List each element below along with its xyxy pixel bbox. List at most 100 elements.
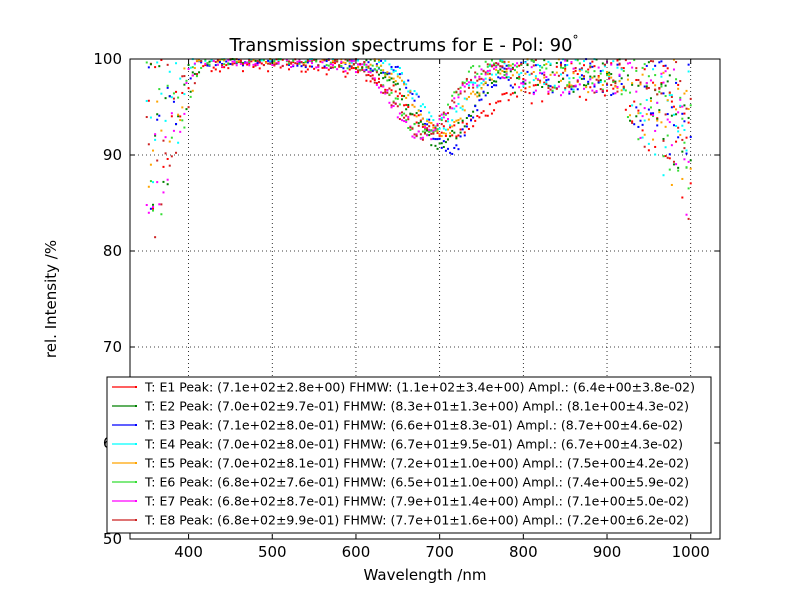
data-point bbox=[440, 142, 443, 145]
data-point bbox=[315, 60, 318, 63]
data-point bbox=[294, 62, 297, 65]
data-point bbox=[444, 128, 447, 131]
legend-marker bbox=[135, 443, 137, 445]
data-point bbox=[382, 84, 385, 87]
x-tick-label: 700 bbox=[425, 543, 454, 561]
data-point bbox=[507, 60, 510, 63]
data-point bbox=[386, 89, 389, 92]
data-point bbox=[520, 62, 523, 65]
data-point bbox=[631, 82, 634, 85]
data-point bbox=[589, 75, 592, 78]
data-point bbox=[306, 59, 309, 62]
data-point bbox=[432, 129, 435, 132]
data-point bbox=[158, 88, 161, 91]
data-point bbox=[585, 70, 588, 73]
data-point bbox=[200, 66, 203, 69]
data-point bbox=[675, 61, 678, 64]
data-point bbox=[350, 60, 353, 63]
data-point bbox=[398, 118, 401, 121]
data-point bbox=[549, 62, 552, 65]
data-point bbox=[438, 134, 441, 137]
data-point bbox=[382, 85, 385, 88]
data-point bbox=[629, 91, 632, 94]
data-point bbox=[407, 94, 410, 97]
data-point bbox=[428, 118, 431, 121]
data-point bbox=[566, 59, 569, 62]
data-point bbox=[518, 73, 521, 76]
data-point bbox=[229, 58, 232, 61]
data-point bbox=[522, 85, 525, 88]
data-point bbox=[156, 159, 159, 162]
data-point bbox=[472, 83, 475, 86]
data-point bbox=[185, 79, 188, 82]
data-point bbox=[578, 68, 581, 71]
data-point bbox=[394, 80, 397, 83]
data-point bbox=[319, 60, 322, 63]
data-point bbox=[302, 63, 305, 66]
data-point bbox=[660, 92, 663, 95]
data-point bbox=[559, 66, 562, 69]
data-point bbox=[152, 203, 155, 206]
data-point bbox=[610, 76, 613, 79]
data-point bbox=[647, 118, 650, 121]
data-point bbox=[662, 137, 665, 140]
data-point bbox=[687, 116, 690, 119]
data-point bbox=[432, 126, 435, 129]
data-point bbox=[532, 79, 535, 82]
data-point bbox=[436, 147, 439, 150]
data-point bbox=[608, 75, 611, 78]
data-point bbox=[415, 134, 418, 137]
data-point bbox=[606, 82, 609, 85]
data-point bbox=[656, 118, 659, 121]
data-point bbox=[570, 62, 573, 65]
data-point bbox=[375, 82, 378, 85]
data-point bbox=[610, 63, 613, 66]
data-point bbox=[672, 124, 675, 127]
data-point bbox=[260, 62, 263, 65]
data-point bbox=[503, 70, 506, 73]
data-point bbox=[472, 110, 475, 113]
data-point bbox=[457, 87, 460, 90]
data-point bbox=[551, 91, 554, 94]
data-point bbox=[415, 121, 418, 124]
data-point bbox=[624, 59, 627, 62]
data-point bbox=[672, 160, 675, 163]
data-point bbox=[166, 183, 169, 186]
data-point bbox=[495, 66, 498, 69]
data-point bbox=[654, 129, 657, 132]
data-point bbox=[434, 144, 437, 147]
data-point bbox=[451, 125, 454, 128]
data-point bbox=[522, 81, 525, 84]
data-point bbox=[472, 65, 475, 68]
data-point bbox=[616, 66, 619, 69]
data-point bbox=[315, 58, 318, 61]
data-point bbox=[660, 75, 663, 78]
data-point bbox=[187, 63, 190, 66]
data-point bbox=[453, 97, 456, 100]
data-point bbox=[375, 63, 378, 66]
data-point bbox=[436, 124, 439, 127]
y-axis-title: rel. Intensity /% bbox=[42, 240, 60, 358]
data-point bbox=[689, 167, 692, 170]
data-point bbox=[689, 97, 692, 100]
data-point bbox=[154, 133, 157, 136]
data-point bbox=[191, 74, 194, 77]
data-point bbox=[147, 99, 150, 102]
data-point bbox=[172, 129, 175, 132]
data-point bbox=[189, 77, 192, 80]
data-point bbox=[457, 96, 460, 99]
data-point bbox=[677, 136, 680, 139]
data-point bbox=[534, 59, 537, 62]
data-point bbox=[463, 131, 466, 134]
data-point bbox=[585, 84, 588, 87]
data-point bbox=[474, 119, 477, 122]
data-point bbox=[179, 119, 182, 122]
data-point bbox=[388, 87, 391, 90]
data-point bbox=[574, 84, 577, 87]
data-point bbox=[461, 119, 464, 122]
data-point bbox=[218, 61, 221, 64]
data-point bbox=[179, 130, 182, 133]
data-point bbox=[250, 60, 253, 63]
data-point bbox=[149, 116, 152, 119]
data-point bbox=[597, 81, 600, 84]
